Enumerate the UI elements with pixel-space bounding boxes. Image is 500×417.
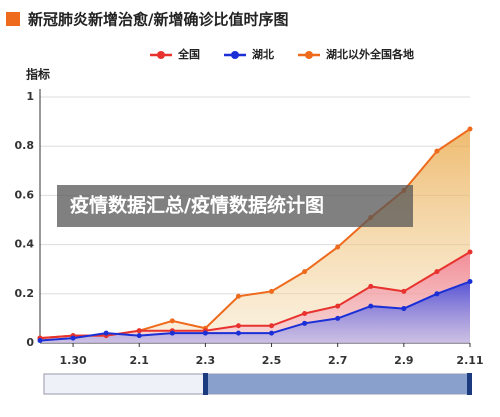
data-point: [235, 330, 241, 336]
series-line: [39, 251, 471, 340]
data-point: [302, 269, 308, 275]
area-fill: [40, 281, 470, 343]
data-point: [103, 330, 109, 336]
data-point: [302, 310, 308, 316]
overlay-banner: [57, 185, 413, 227]
data-point: [202, 330, 208, 336]
data-point: [269, 330, 275, 336]
y-tick-label: 0.4: [15, 238, 35, 251]
y-tick-label: 0: [26, 336, 34, 349]
legend-label: 湖北: [252, 47, 274, 61]
data-point: [136, 328, 142, 334]
title-icon: [6, 12, 20, 26]
legend-label: 全国: [177, 47, 200, 61]
legend-marker: [305, 51, 313, 59]
data-point: [335, 244, 341, 250]
slider-handle[interactable]: [203, 373, 208, 395]
x-tick-label: 2.3: [196, 354, 216, 367]
x-tick-label: 2.11: [456, 354, 483, 367]
slider-handle[interactable]: [467, 373, 472, 395]
y-tick-label: 1: [26, 90, 34, 103]
legend-item: 湖北以外全国各地: [298, 47, 414, 61]
data-point: [169, 330, 175, 336]
y-tick-label: 0.2: [15, 287, 35, 300]
x-tick-label: 2.9: [394, 354, 414, 367]
x-tick-label: 1.30: [60, 354, 87, 367]
chart-title: 新冠肺炎新增治愈/新增确诊比值时序图: [28, 11, 288, 29]
data-point: [269, 323, 275, 329]
legend-marker: [231, 51, 239, 59]
data-point: [235, 323, 241, 329]
data-point: [302, 320, 308, 326]
data-point: [467, 279, 473, 284]
legend-marker: [157, 51, 165, 59]
legend-label: 湖北以外全国各地: [326, 47, 414, 61]
data-point: [368, 303, 374, 309]
data-point: [467, 249, 473, 255]
data-point: [368, 283, 374, 289]
data-point: [169, 318, 175, 324]
data-point: [37, 338, 43, 344]
data-point: [401, 306, 407, 312]
x-tick-label: 2.1: [129, 354, 149, 367]
data-point: [136, 333, 142, 339]
y-tick-label: 0.6: [15, 188, 35, 201]
data-point: [235, 293, 241, 299]
y-axis-label: 指标: [26, 67, 50, 82]
data-point: [335, 303, 341, 309]
data-point: [401, 288, 407, 294]
series-line: [39, 280, 471, 342]
area-fill: [40, 128, 470, 343]
x-tick-label: 2.5: [262, 354, 282, 367]
legend-item: 全国: [150, 47, 200, 61]
legend-item: 湖北: [224, 47, 274, 61]
data-point: [269, 288, 275, 294]
data-point: [434, 291, 440, 297]
data-point: [70, 335, 76, 341]
x-tick-label: 2.7: [328, 354, 348, 367]
data-point: [434, 269, 440, 275]
overlay-text: 疫情数据汇总/疫情数据统计图: [70, 194, 324, 217]
data-point: [335, 315, 341, 321]
data-point: [467, 126, 473, 132]
range-selection[interactable]: [205, 374, 470, 394]
data-point: [434, 148, 440, 154]
y-tick-label: 0.8: [15, 139, 35, 152]
